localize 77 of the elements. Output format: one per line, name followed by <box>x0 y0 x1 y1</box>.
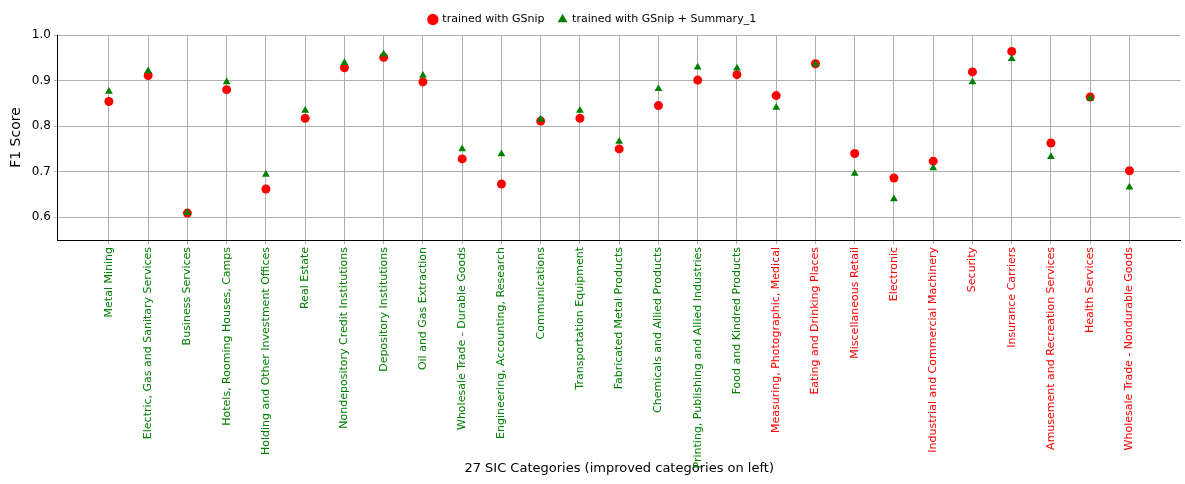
x-tick-label: Insurance Carriers <box>1004 246 1018 348</box>
x-tick-label: Depository Institutions <box>376 246 390 372</box>
point <box>105 86 113 94</box>
point <box>967 67 977 77</box>
point <box>536 114 545 122</box>
point <box>693 75 703 85</box>
point <box>419 71 427 78</box>
x-tick-label: Holding and Other Investment Offices <box>258 246 272 456</box>
x-tick-label: Wholesale Trade - Durable Goods <box>455 246 469 430</box>
x-tick-label: Health Services <box>1083 246 1097 334</box>
point <box>418 77 428 87</box>
point <box>968 77 977 85</box>
point <box>458 144 467 152</box>
point <box>104 97 114 107</box>
point <box>693 62 702 70</box>
x-tick-label: Chemicals and Allied Products <box>651 246 665 413</box>
point <box>614 144 624 154</box>
point <box>262 169 270 177</box>
point <box>654 84 663 92</box>
point <box>1046 138 1056 148</box>
x-tick-label: Industrial and Commercial Machinery <box>926 246 940 453</box>
y-axis-title: F1 Score <box>7 107 24 168</box>
point <box>732 70 742 80</box>
x-tick-label: Electric, Gas and Sanitary Services <box>141 246 155 440</box>
point <box>575 113 585 123</box>
x-tick-label: Electronic <box>886 247 900 302</box>
point <box>1047 152 1055 159</box>
point <box>889 173 899 183</box>
point <box>772 102 781 110</box>
x-tick-label: Business Services <box>180 246 194 346</box>
legend-label: trained with GSnip <box>442 12 545 26</box>
point <box>576 106 584 113</box>
x-tick-label: Metal Mining <box>101 247 115 318</box>
point <box>1007 54 1016 61</box>
point <box>615 137 624 144</box>
point <box>222 85 232 95</box>
point <box>497 149 506 157</box>
point <box>1007 46 1017 56</box>
point <box>496 179 506 189</box>
point <box>222 77 231 85</box>
point <box>850 148 860 158</box>
point <box>1125 182 1134 190</box>
y-tick-label: 1.0 <box>31 27 51 42</box>
x-tick-label: Food and Kindred Products <box>729 246 743 395</box>
x-tick-label: Communications <box>533 246 547 340</box>
x-tick-label: Wholesale Trade - Nondurable Goods <box>1122 246 1136 451</box>
point <box>771 91 781 101</box>
point <box>261 184 271 194</box>
point <box>144 66 153 74</box>
y-tick-label: 0.9 <box>31 72 51 87</box>
point <box>300 113 310 123</box>
x-tick-label: Fabricated Metal Products <box>612 246 626 390</box>
point <box>653 101 663 111</box>
point <box>340 58 349 66</box>
x-tick-label: Transportation Equipment <box>572 246 586 391</box>
y-tick-label: 0.8 <box>31 118 51 133</box>
point <box>890 194 898 202</box>
point <box>850 168 859 176</box>
x-tick-label: Measuring, Photographic, Medical <box>769 247 783 434</box>
x-tick-label: Engineering, Accounting, Research <box>494 246 508 439</box>
legend-label: trained with GSnip + Summary_1 <box>572 12 757 26</box>
point <box>928 156 938 166</box>
x-tick-label: Eating and Drinking Places <box>808 246 822 395</box>
x-tick-label: Miscellaneous Retail <box>847 247 861 359</box>
x-tick-label: Hotels, Rooming Houses, Camps <box>219 246 233 426</box>
point <box>929 163 938 171</box>
y-tick-label: 0.7 <box>31 163 51 178</box>
point <box>1124 166 1134 176</box>
y-tick-label: 0.6 <box>31 209 51 224</box>
x-tick-label: Security <box>965 246 979 293</box>
x-tick-label: Real Estate <box>298 246 312 310</box>
x-tick-label: Nondepository Credit Institutions <box>337 246 351 429</box>
point <box>733 63 741 71</box>
x-tick-label: Oil and Gas Extraction <box>415 246 429 371</box>
point <box>301 106 310 113</box>
x-tick-label: Amusement and Recreation Services <box>1043 246 1057 450</box>
point <box>457 154 467 164</box>
